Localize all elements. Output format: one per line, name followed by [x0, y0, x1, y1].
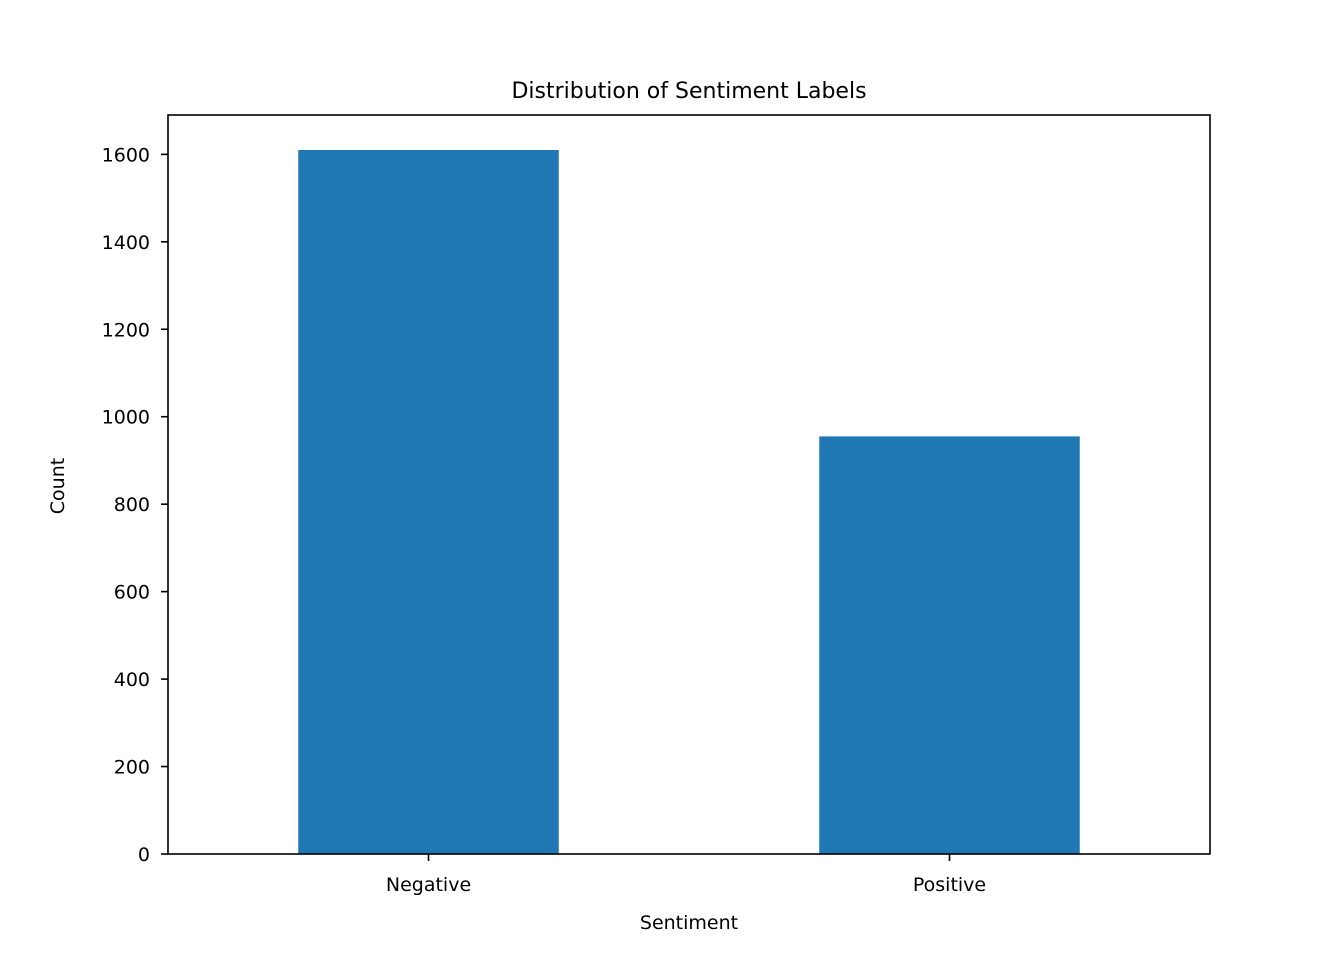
bars-group — [298, 149, 1080, 855]
y-tick-label: 600 — [114, 582, 150, 604]
bar-positive — [819, 436, 1080, 854]
y-axis-label: Count — [47, 458, 69, 514]
y-tick-label: 800 — [114, 494, 150, 516]
y-tick-label: 1000 — [102, 407, 150, 429]
y-tick-label: 0 — [138, 844, 150, 866]
x-axis: Negative Positive — [386, 854, 986, 896]
y-tick-label: 400 — [114, 669, 150, 691]
x-tick-label: Positive — [913, 874, 986, 896]
bar-negative — [298, 149, 559, 855]
y-tick-label: 200 — [114, 757, 150, 779]
y-tick-label: 1200 — [102, 319, 150, 341]
y-tick-label: 1600 — [102, 144, 150, 166]
chart-title: Distribution of Sentiment Labels — [511, 79, 866, 104]
plot-area-frame — [167, 114, 1211, 855]
x-axis-label: Sentiment — [640, 912, 738, 934]
y-tick-label: 1400 — [102, 232, 150, 254]
x-tick-label: Negative — [386, 874, 471, 896]
y-axis: 0 200 400 600 800 1000 1200 1400 1600 — [102, 144, 168, 866]
